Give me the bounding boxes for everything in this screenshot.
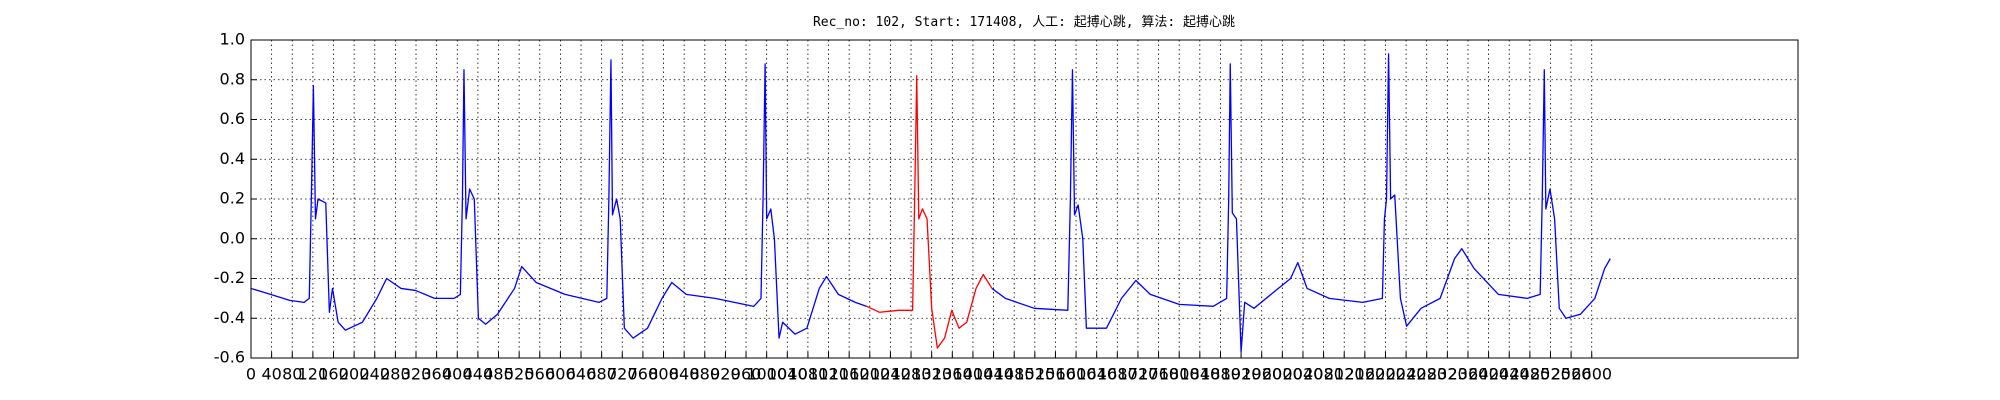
- plot-frame: [250, 39, 1799, 359]
- x-tick-label: 2400: [1468, 365, 1509, 384]
- x-tick-label: 0: [246, 365, 256, 384]
- x-tick-label: 1440: [973, 365, 1014, 384]
- y-tick-label: -0.4: [214, 308, 245, 327]
- x-tick-label: 2520: [1530, 365, 1571, 384]
- x-tick-label: 1880: [1200, 365, 1241, 384]
- y-tick-label: -0.2: [214, 268, 245, 287]
- x-tick-label: 1640: [1076, 365, 1117, 384]
- y-tick-label: 0.6: [220, 109, 245, 128]
- x-tick-label: 1600: [1056, 365, 1097, 384]
- x-tick-label: 40: [261, 365, 281, 384]
- x-tick-label: 1000: [746, 365, 787, 384]
- x-tick-label: 2080: [1303, 365, 1344, 384]
- x-tick-label: 1320: [911, 365, 952, 384]
- x-tick-label: 1120: [808, 365, 849, 384]
- x-tick-label: 800: [648, 365, 679, 384]
- x-tick-label: 2040: [1283, 365, 1324, 384]
- x-tick-label: 1800: [1159, 365, 1200, 384]
- x-tick-label: 760: [628, 365, 659, 384]
- chart-title: Rec_no: 102, Start: 171408, 人工: 起搏心跳, 算法…: [813, 14, 1235, 30]
- y-tick-label: 0.8: [220, 69, 245, 88]
- x-tick-label: 1240: [870, 365, 911, 384]
- x-tick-label: 1360: [932, 365, 973, 384]
- x-tick-label: 1400: [953, 365, 994, 384]
- y-tick-label: 1.0: [220, 30, 245, 49]
- x-tick-label: 440: [463, 365, 494, 384]
- x-tick-label: 120: [298, 365, 329, 384]
- x-tick-label: 1840: [1179, 365, 1220, 384]
- x-tick-label: 2480: [1509, 365, 1550, 384]
- x-tick-label: 1200: [849, 365, 890, 384]
- y-tick-label: 0.2: [220, 189, 245, 208]
- x-tick-label: 920: [710, 365, 741, 384]
- x-tick-label: 2200: [1365, 365, 1406, 384]
- x-tick-label: 1520: [1014, 365, 1055, 384]
- x-tick-label: 720: [607, 365, 638, 384]
- x-tick-label: 880: [690, 365, 721, 384]
- x-tick-label: 1680: [1097, 365, 1138, 384]
- y-tick-label: -0.6: [214, 348, 245, 367]
- x-tick-label: 2000: [1262, 365, 1303, 384]
- x-tick-label: 200: [339, 365, 370, 384]
- x-tick-label: 240: [359, 365, 390, 384]
- x-tick-label: 1960: [1241, 365, 1282, 384]
- x-tick-label: 840: [669, 365, 700, 384]
- x-tick-label: 320: [401, 365, 432, 384]
- x-tick-label: 600: [545, 365, 576, 384]
- x-tick-label: 2360: [1448, 365, 1489, 384]
- x-tick-label: 400: [442, 365, 473, 384]
- x-tick-label: 1920: [1221, 365, 1262, 384]
- x-tick-label: 960: [731, 365, 762, 384]
- x-tick-label: 2600: [1571, 365, 1612, 384]
- y-tick-label: 0.0: [220, 228, 245, 247]
- x-tick-label: 560: [524, 365, 555, 384]
- ecg-line: [250, 53, 1611, 353]
- x-tick-label: 1280: [891, 365, 932, 384]
- x-tick-label: 360: [421, 365, 452, 384]
- x-tick-label: 2120: [1324, 365, 1365, 384]
- x-tick-label: 680: [586, 365, 617, 384]
- x-tick-label: 160: [318, 365, 349, 384]
- x-tick-label: 2280: [1406, 365, 1447, 384]
- x-tick-label: 480: [483, 365, 514, 384]
- x-tick-label: 1160: [829, 365, 870, 384]
- x-tick-label: 1720: [1118, 365, 1159, 384]
- x-tick-label: 1080: [788, 365, 829, 384]
- x-tick-label: 2320: [1427, 365, 1468, 384]
- x-tick-label: 1480: [994, 365, 1035, 384]
- x-tick-label: 2560: [1551, 365, 1592, 384]
- x-tick-label: 1560: [1035, 365, 1076, 384]
- x-tick-label: 2240: [1386, 365, 1427, 384]
- y-tick-label: 0.4: [220, 149, 245, 168]
- x-tick-label: 520: [504, 365, 535, 384]
- x-tick-label: 80: [282, 365, 302, 384]
- ecg-line: [866, 75, 993, 349]
- x-tick-label: 280: [380, 365, 411, 384]
- x-tick-label: 1760: [1138, 365, 1179, 384]
- x-tick-label: 2160: [1344, 365, 1385, 384]
- x-tick-label: 640: [566, 365, 597, 384]
- x-tick-label: 1040: [767, 365, 808, 384]
- x-tick-label: 2440: [1489, 365, 1530, 384]
